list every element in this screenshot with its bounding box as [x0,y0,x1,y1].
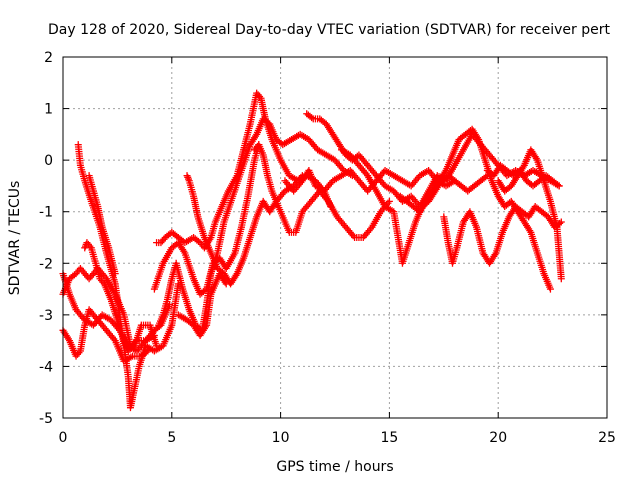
series-track-9 [150,141,263,298]
y-tick-label: -3 [39,308,53,324]
y-tick-label: 1 [44,102,53,118]
data-point [111,270,119,278]
plot-frame [62,56,608,419]
series-track-17 [440,203,565,267]
series-track-5 [59,270,158,355]
series-track-15 [338,146,491,267]
data-point [553,181,561,189]
y-tick-label: 0 [44,153,53,169]
chart-title: Day 128 of 2020, Sidereal Day-to-day VTE… [48,22,610,38]
data-point [555,182,563,190]
x-tick-label: 5 [167,430,176,446]
y-axis-label: SDTVAR / TECUs [7,181,23,296]
x-tick-labels: 0 5 10 15 20 25 [59,430,616,446]
data-point [308,114,316,122]
data-points [59,89,565,412]
x-tick-label: 20 [489,430,507,446]
x-axis-label: GPS time / hours [276,459,393,475]
y-tick-labels: -5 -4 -3 -2 -1 0 1 2 [39,50,53,427]
series-track-16 [396,125,554,293]
data-point [142,348,150,356]
data-point [557,218,565,226]
series-track-11 [183,172,306,288]
axis-ticks [62,56,608,419]
data-point [144,347,152,355]
y-tick-label: -5 [39,411,53,427]
y-tick-label: -1 [39,205,53,221]
data-point [546,285,554,293]
x-tick-label: 10 [272,430,290,446]
y-tick-label: -4 [39,359,53,375]
data-point [70,271,78,279]
series-track-4 [81,239,161,355]
x-tick-label: 25 [598,430,616,446]
series-track-12 [250,141,393,241]
series-track-6 [85,172,119,278]
series-track-10 [174,270,230,339]
data-point [385,197,393,205]
y-tick-label: 2 [44,50,53,66]
data-point [557,275,565,283]
series-track-19 [494,146,565,283]
x-tick-label: 15 [380,430,398,446]
y-tick-label: -2 [39,256,53,272]
x-tick-label: 0 [59,430,68,446]
data-point [150,331,158,339]
data-point [194,237,202,245]
series-track-8 [155,115,356,334]
series-track-18 [483,161,563,190]
data-point [153,342,161,350]
